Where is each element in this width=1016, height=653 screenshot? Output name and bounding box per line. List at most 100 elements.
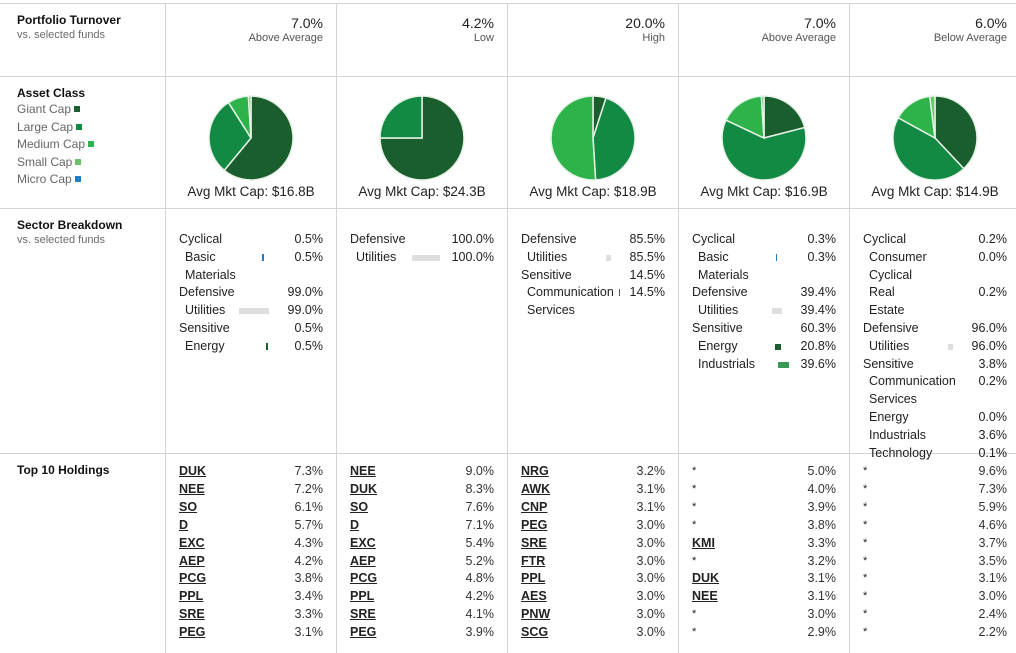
turnover-cell: 4.2% Low: [336, 4, 507, 76]
sector-cell: Defensive 85.5% Utilities 85.5% Sensitive 14.…: [507, 209, 678, 453]
sector-value: 0.1%: [978, 445, 1008, 460]
holding-ticker-link[interactable]: PEG: [350, 625, 377, 640]
pie-slice[interactable]: [247, 95, 252, 139]
holding-ticker-link[interactable]: AWK: [521, 481, 551, 496]
holding-row: * 3.1%: [863, 570, 1007, 588]
holding-ticker-link[interactable]: FTR: [521, 553, 546, 568]
sector-name: Sensitive: [521, 267, 572, 282]
sector-row: Technology 0.1%: [863, 445, 1007, 463]
sector-bar-fill: [238, 308, 269, 315]
holding-ticker-link[interactable]: NEE: [692, 589, 718, 604]
pie-slice[interactable]: [724, 95, 765, 140]
row-title: Asset Class: [17, 86, 86, 100]
holding-ticker-link[interactable]: D: [179, 517, 189, 532]
holding-ticker-link[interactable]: PNW: [521, 607, 551, 622]
holding-ticker-link[interactable]: SRE: [521, 535, 547, 550]
holding-ticker-link[interactable]: PPL: [521, 571, 546, 586]
holding-ticker-link[interactable]: NEE: [350, 464, 376, 478]
sector-name: Services: [527, 303, 575, 318]
holding-ticker-link[interactable]: PEG: [179, 625, 206, 640]
sector-bar-fill: [262, 253, 265, 261]
sector-value: 39.4%: [800, 285, 836, 300]
holding-row: PCG 4.8%: [350, 570, 494, 588]
sector-row: Sensitive 0.5%: [179, 320, 323, 338]
pie-slice[interactable]: [928, 95, 936, 139]
holding-ticker-link[interactable]: NRG: [521, 464, 549, 478]
turnover-label-cell: Portfolio Turnover vs. selected funds: [0, 4, 165, 76]
pie-slice[interactable]: [760, 95, 765, 139]
holding-ticker-link[interactable]: PCG: [179, 571, 207, 586]
pie-slice[interactable]: [379, 95, 423, 139]
sector-row: Cyclical 0.5%: [179, 231, 323, 249]
holding-ticker-link[interactable]: AEP: [179, 553, 205, 568]
undisclosed-holding-marker: *: [692, 500, 697, 513]
holding-weight: 3.1%: [636, 499, 666, 514]
pie-slice[interactable]: [550, 95, 597, 181]
holding-ticker-link[interactable]: AES: [521, 589, 547, 604]
pie-slice[interactable]: [208, 101, 252, 172]
sector-value: 3.8%: [978, 356, 1008, 371]
pie-slice[interactable]: [592, 97, 636, 181]
pie-slice[interactable]: [721, 119, 807, 181]
asset-class-pie-chart[interactable]: [208, 95, 294, 181]
holding-weight: 7.1%: [465, 517, 495, 532]
holding-weight: 8.3%: [465, 481, 495, 496]
pie-slice[interactable]: [379, 95, 465, 181]
holding-row: D 5.7%: [179, 517, 323, 535]
holding-ticker-link[interactable]: PPL: [350, 589, 375, 604]
holding-ticker-link[interactable]: SRE: [350, 607, 376, 622]
holding-ticker-link[interactable]: PEG: [521, 517, 548, 532]
holding-row: DUK 3.1%: [692, 570, 836, 588]
holding-ticker-link[interactable]: NEE: [179, 481, 205, 496]
sector-row: Utilities 85.5%: [521, 249, 665, 267]
sector-row: Defensive 85.5%: [521, 231, 665, 249]
holding-ticker-link[interactable]: CNP: [521, 499, 548, 514]
sector-row: Materials: [692, 267, 836, 285]
sector-bar-fill: [776, 253, 778, 261]
holding-ticker-link[interactable]: PPL: [179, 589, 204, 604]
pie-slice[interactable]: [223, 95, 294, 181]
sector-row: Energy 0.0%: [863, 409, 1007, 427]
holding-ticker-link[interactable]: EXC: [179, 535, 205, 550]
holding-ticker-link[interactable]: KMI: [692, 535, 715, 550]
holding-row: PPL 3.4%: [179, 588, 323, 606]
holding-ticker-link[interactable]: D: [350, 517, 360, 532]
undisclosed-holding-marker: *: [863, 608, 868, 621]
holding-weight: 7.3%: [294, 464, 324, 478]
legend-swatch-icon: [74, 176, 81, 182]
sector-name: Utilities: [869, 338, 910, 353]
holding-row: EXC 4.3%: [179, 535, 323, 553]
holding-weight: 3.0%: [978, 589, 1008, 604]
holding-ticker-link[interactable]: SO: [350, 499, 369, 514]
asset-class-pie-chart[interactable]: [721, 95, 807, 181]
holding-ticker-link[interactable]: SCG: [521, 625, 549, 640]
pie-slice[interactable]: [892, 116, 965, 181]
pie-slice[interactable]: [763, 95, 806, 139]
holding-ticker-link[interactable]: EXC: [350, 535, 376, 550]
asset-class-pie-chart[interactable]: [550, 95, 636, 181]
holding-ticker-link[interactable]: AEP: [350, 553, 376, 568]
holding-row: NRG 3.2%: [521, 463, 665, 481]
sector-name: Industrials: [869, 427, 926, 442]
asset-class-pie-chart[interactable]: [379, 95, 465, 181]
holding-ticker-link[interactable]: DUK: [350, 481, 378, 496]
holding-ticker-link[interactable]: SO: [179, 499, 198, 514]
asset-class-pie-chart[interactable]: [892, 95, 978, 181]
holding-row: * 3.7%: [863, 535, 1007, 553]
sector-bar: [932, 445, 973, 463]
undisclosed-holding-marker: *: [692, 482, 697, 495]
holding-ticker-link[interactable]: DUK: [692, 571, 720, 586]
sector-bar: [906, 231, 961, 249]
sector-row: Services: [863, 391, 1007, 409]
sector-name: Utilities: [185, 303, 226, 318]
holding-ticker-link[interactable]: DUK: [179, 464, 207, 478]
holding-ticker-link[interactable]: PCG: [350, 571, 378, 586]
row-subtitle: vs. selected funds: [17, 29, 106, 41]
holding-weight: 3.1%: [294, 625, 324, 640]
legend-item: Giant Cap: [17, 101, 165, 119]
sector-bar-fill: [411, 254, 440, 261]
holding-ticker-link[interactable]: SRE: [179, 607, 205, 622]
pie-slice[interactable]: [934, 95, 978, 170]
sector-value: 0.3%: [807, 232, 837, 246]
avg-mkt-cap: Avg Mkt Cap: $18.9B: [529, 184, 657, 199]
